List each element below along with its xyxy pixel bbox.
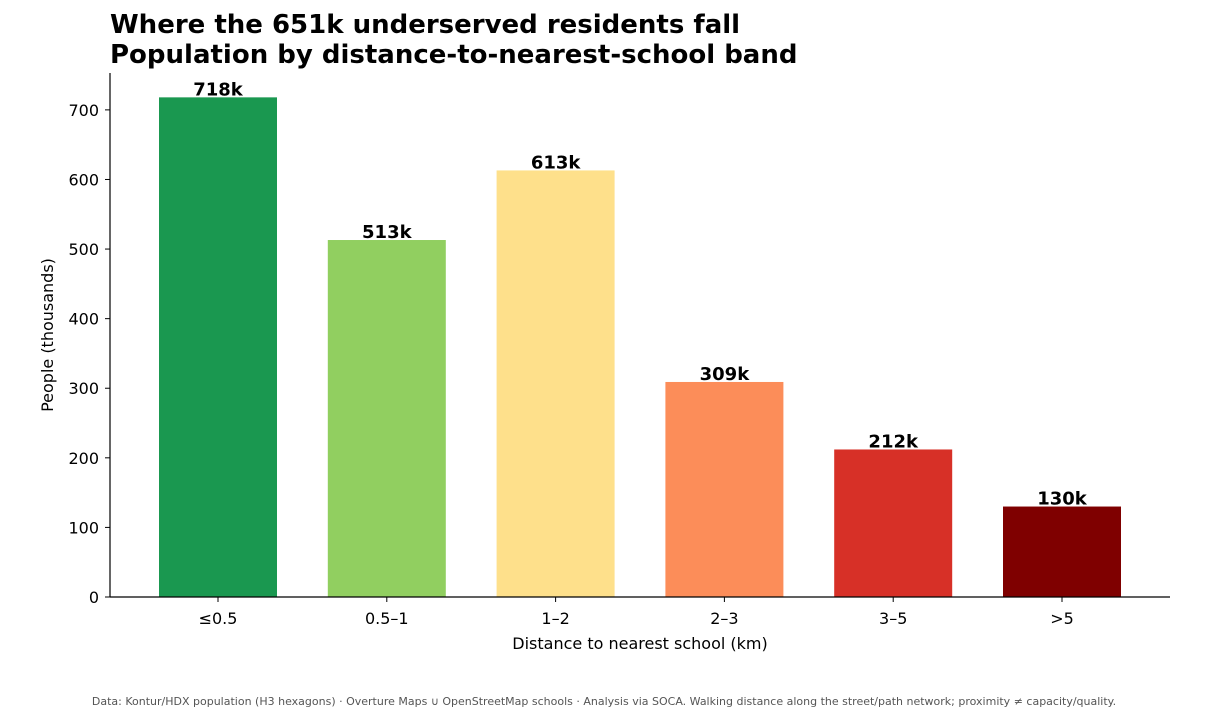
bar-value-label: 130k — [1037, 489, 1088, 510]
bar-2 — [496, 170, 615, 597]
bar-value-label: 613k — [531, 152, 582, 173]
bar-4 — [834, 449, 953, 597]
y-axis-ticks: 0 100 200 300 400 500 600 700 — [68, 101, 110, 607]
y-tick-label: 100 — [68, 518, 99, 537]
x-tick-label: 3–5 — [879, 609, 907, 628]
chart-title-line-2: Population by distance-to-nearest-school… — [110, 40, 797, 70]
bar-0 — [159, 97, 277, 598]
y-tick-label: 300 — [68, 379, 99, 398]
bar-value-label: 513k — [362, 222, 413, 243]
bar-value-label: 212k — [868, 431, 919, 452]
bar-value-label: 718k — [193, 79, 244, 100]
y-tick-label: 700 — [68, 101, 99, 120]
y-tick-label: 400 — [68, 310, 99, 329]
x-tick-label: 2–3 — [710, 609, 738, 628]
bar-1 — [327, 240, 446, 597]
y-axis-title: People (thousands) — [38, 258, 57, 412]
x-tick-label: 0.5–1 — [365, 609, 409, 628]
bar-value-label: 309k — [700, 364, 751, 385]
footnote: Data: Kontur/HDX population (H3 hexagons… — [92, 695, 1116, 708]
x-tick-label: >5 — [1050, 609, 1074, 628]
x-axis-title: Distance to nearest school (km) — [512, 634, 767, 653]
y-tick-label: 200 — [68, 449, 99, 468]
y-tick-label: 500 — [68, 240, 99, 259]
x-tick-label: 1–2 — [541, 609, 569, 628]
y-tick-label: 600 — [68, 170, 99, 189]
x-axis-ticks: ≤0.5 0.5–1 1–2 2–3 3–5 >5 — [199, 597, 1074, 628]
y-tick-label: 0 — [89, 588, 99, 607]
chart-title-line-1: Where the 651k underserved residents fal… — [110, 10, 740, 40]
bar-3 — [665, 381, 784, 597]
bars-layer: 718k 513k 613k 309k 212k 130k — [159, 79, 1121, 598]
bar-5 — [1003, 506, 1121, 597]
x-tick-label: ≤0.5 — [199, 609, 238, 628]
